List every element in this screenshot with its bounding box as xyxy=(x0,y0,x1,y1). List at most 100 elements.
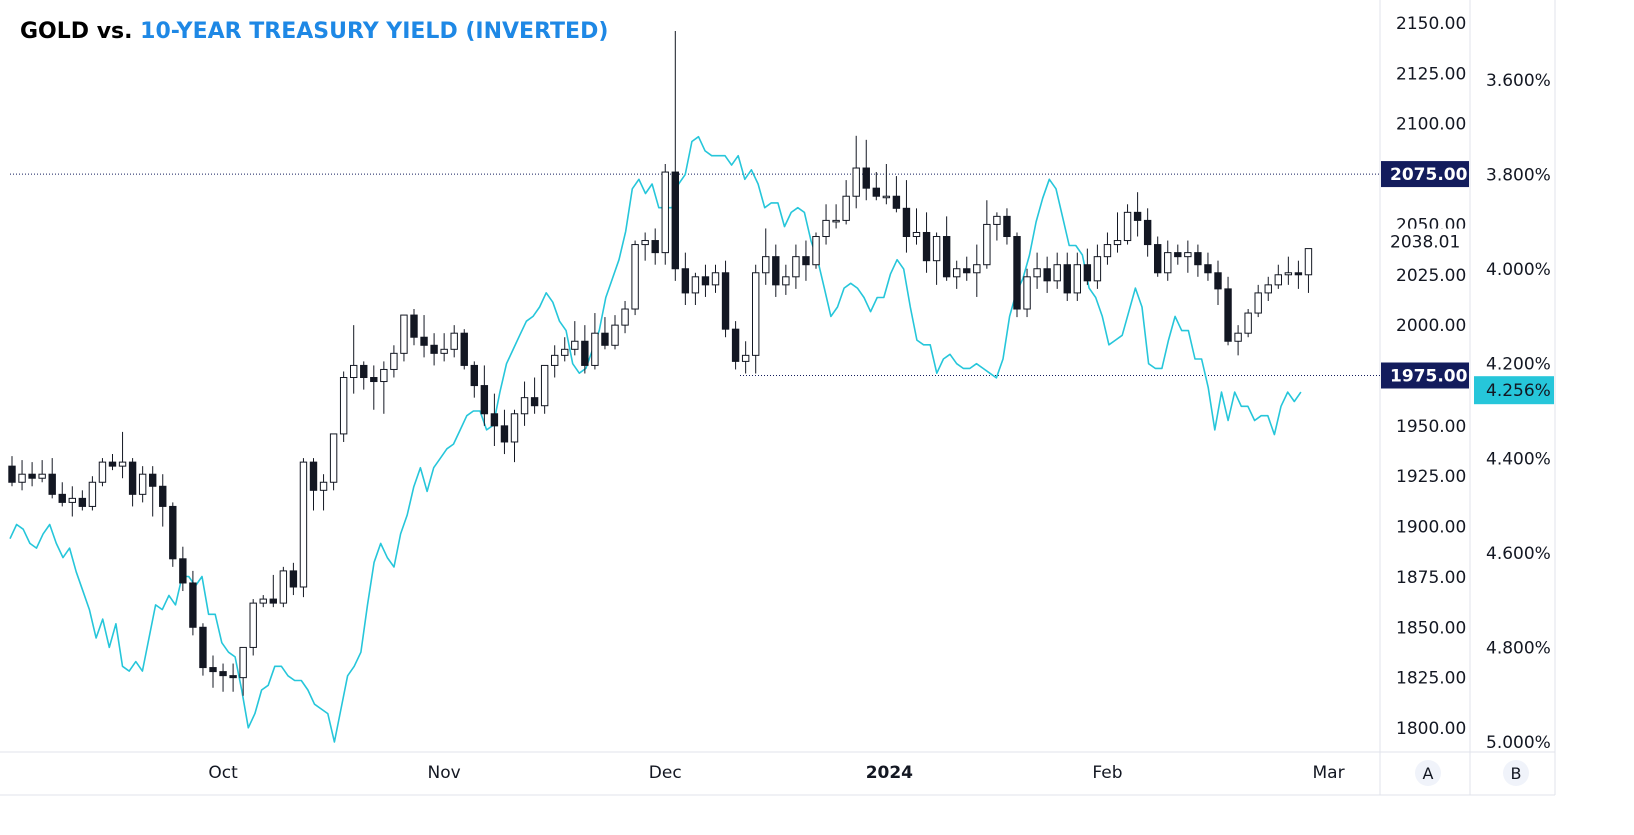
candle-body-up xyxy=(88,481,97,507)
candle-body-up xyxy=(339,377,348,435)
candle-body-down xyxy=(1224,288,1232,342)
candle-body-down xyxy=(309,461,318,491)
candle-body-down xyxy=(802,256,810,266)
candle-body-up xyxy=(98,461,107,483)
candle-body-up xyxy=(1274,274,1282,286)
candle xyxy=(179,546,187,592)
candle xyxy=(430,333,438,366)
scale-button-b[interactable] xyxy=(1503,760,1529,786)
candle-body-up xyxy=(1053,264,1061,282)
candle xyxy=(159,474,167,527)
candle xyxy=(259,595,267,608)
price-tick-label: 1900.00 xyxy=(1396,518,1466,538)
candle xyxy=(561,337,569,362)
candle xyxy=(1264,276,1272,301)
candle-body-down xyxy=(1294,272,1303,276)
candle-body-down xyxy=(681,268,690,294)
candle-body-down xyxy=(1154,244,1162,274)
candle-body-up xyxy=(38,473,46,479)
candle-body-up xyxy=(400,314,408,354)
candle-body-down xyxy=(872,187,880,197)
candle-body-up xyxy=(842,195,850,221)
candle xyxy=(792,244,800,289)
time-tick-label: 2024 xyxy=(866,763,913,783)
price-tick-label: 1850.00 xyxy=(1396,618,1466,638)
candle-body-up xyxy=(832,219,840,223)
candle-body-down xyxy=(460,332,468,366)
candle-body-up xyxy=(1284,272,1293,276)
candle xyxy=(631,240,639,316)
candle-body-up xyxy=(641,240,649,246)
candle-body-up xyxy=(299,461,308,588)
yield-tick-label: 4.800% xyxy=(1486,638,1551,658)
candle xyxy=(932,232,941,285)
candle xyxy=(1224,276,1232,346)
candle-body-up xyxy=(741,354,750,362)
candle-body-up xyxy=(239,646,247,679)
candle-body-down xyxy=(159,485,167,507)
candle-body-up xyxy=(1123,211,1132,242)
candle-body-up xyxy=(631,244,639,310)
scale-button-label[interactable]: B xyxy=(1511,764,1522,783)
time-tick-label: Mar xyxy=(1313,763,1345,783)
candle-body-down xyxy=(169,505,177,560)
candle xyxy=(1033,252,1041,289)
candle xyxy=(1063,252,1071,301)
candle-body-up xyxy=(752,272,760,356)
candle xyxy=(1194,244,1202,277)
candle xyxy=(852,135,860,209)
scale-button-a[interactable] xyxy=(1415,760,1441,786)
candle-body-up xyxy=(1184,252,1192,258)
candle-body-down xyxy=(58,493,66,503)
candle-body-down xyxy=(902,207,911,238)
candle-body-down xyxy=(470,364,479,387)
candle-body-up xyxy=(571,340,579,350)
candle xyxy=(1294,260,1303,289)
candle xyxy=(309,458,318,511)
candle xyxy=(782,264,790,295)
candle xyxy=(229,663,237,692)
candle-body-down xyxy=(1204,264,1212,274)
price-tick-label: 2100.00 xyxy=(1396,115,1466,135)
candle-body-down xyxy=(430,344,438,354)
candle-body-down xyxy=(862,167,870,189)
candle xyxy=(892,176,901,213)
scale-button-label[interactable]: A xyxy=(1423,764,1434,783)
candle-body-up xyxy=(611,324,619,346)
candle-body-up xyxy=(68,497,76,503)
candle xyxy=(339,371,348,442)
candle xyxy=(721,260,730,338)
candle xyxy=(1053,252,1061,289)
candle xyxy=(842,180,850,225)
candle xyxy=(1123,204,1132,245)
candle-body-up xyxy=(983,223,991,266)
candle-body-down xyxy=(1083,264,1092,282)
price-badge xyxy=(1381,161,1469,188)
candle-body-up xyxy=(1264,284,1272,294)
candle xyxy=(832,204,840,229)
candle xyxy=(963,256,971,281)
candle-body-up xyxy=(691,276,700,294)
candle-body-up xyxy=(279,570,288,604)
price-badge xyxy=(1381,362,1469,389)
candle-body-up xyxy=(953,268,961,278)
candle xyxy=(691,272,700,305)
candle xyxy=(1043,256,1051,293)
candle-body-up xyxy=(540,364,549,407)
candle-body-up xyxy=(973,264,981,274)
candle xyxy=(591,313,599,370)
candle-body-down xyxy=(410,314,418,338)
candle xyxy=(48,458,56,499)
candle-body-up xyxy=(1244,312,1252,334)
candle-body-up xyxy=(661,171,669,254)
candle-body-down xyxy=(731,328,740,362)
yield-tick-label: 4.000% xyxy=(1486,260,1551,280)
candle xyxy=(540,364,549,414)
candle-body-up xyxy=(510,413,519,443)
candle xyxy=(440,333,448,362)
candle xyxy=(762,228,770,285)
candle xyxy=(370,365,378,410)
candle xyxy=(942,216,951,281)
candle-body-down xyxy=(48,473,56,495)
candle xyxy=(209,655,217,688)
